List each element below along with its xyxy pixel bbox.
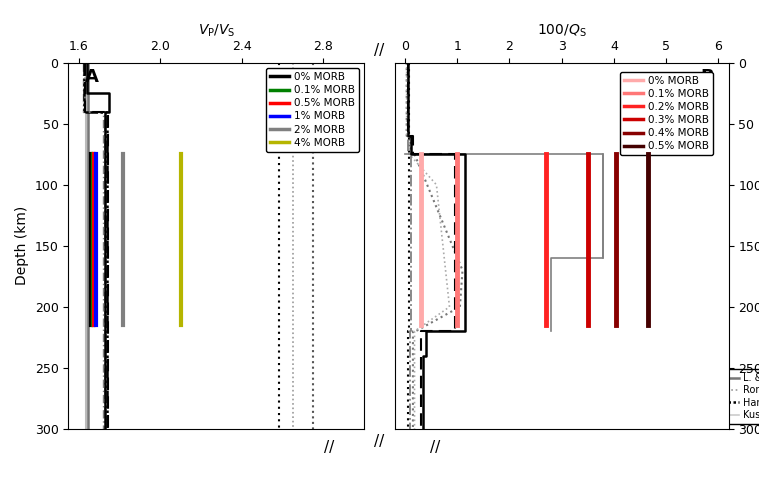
X-axis label: $V_\mathrm{P}/V_\mathrm{S}$: $V_\mathrm{P}/V_\mathrm{S}$: [197, 22, 235, 39]
Text: //: //: [323, 440, 334, 455]
Text: A: A: [84, 68, 99, 86]
Legend: Cam., Ak135, Wid., IASP91, L. & S., Rom., Han., Kus., Dur., Sch., PREM: Cam., Ak135, Wid., IASP91, L. & S., Rom.…: [647, 369, 759, 424]
Text: //: //: [430, 440, 440, 455]
Legend: 0% MORB, 0.1% MORB, 0.2% MORB, 0.3% MORB, 0.4% MORB, 0.5% MORB: 0% MORB, 0.1% MORB, 0.2% MORB, 0.3% MORB…: [620, 71, 713, 156]
Text: //: //: [374, 433, 385, 449]
Text: B: B: [701, 68, 714, 86]
Text: //: //: [374, 43, 385, 58]
Y-axis label: Depth (km): Depth (km): [15, 206, 29, 285]
X-axis label: $100/Q_\mathrm{S}$: $100/Q_\mathrm{S}$: [537, 22, 587, 39]
